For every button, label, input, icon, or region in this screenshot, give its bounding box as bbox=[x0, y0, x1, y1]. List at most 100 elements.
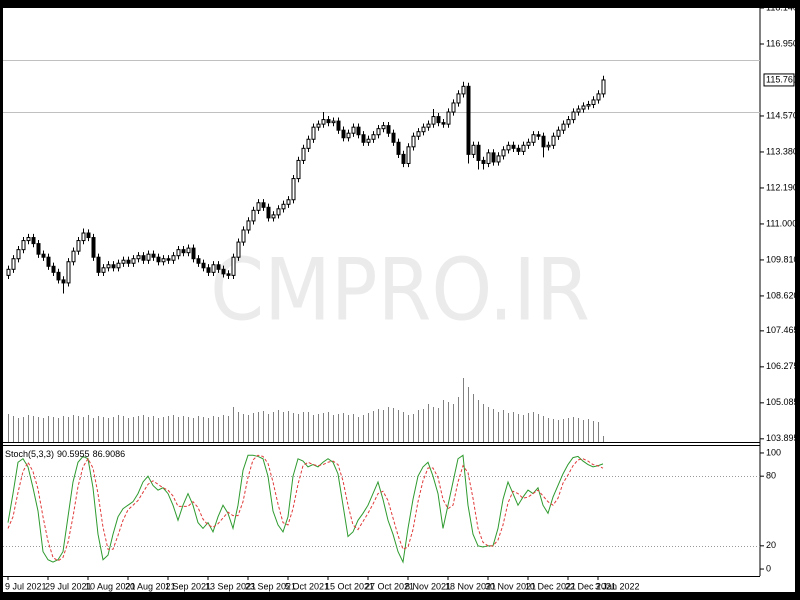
candle-body bbox=[126, 259, 131, 264]
candle-body bbox=[51, 265, 56, 273]
chart-area bbox=[3, 8, 795, 592]
candle-body bbox=[351, 126, 356, 134]
candle-body bbox=[471, 144, 476, 155]
x-tick-label: 1 Sep 2021 bbox=[165, 581, 211, 591]
candle-body bbox=[81, 232, 86, 242]
y-tick-label: 108.620 bbox=[766, 290, 799, 300]
y-tick-label: 103.895 bbox=[766, 433, 799, 443]
price-marker bbox=[763, 73, 795, 87]
y-tick-label: 105.085 bbox=[766, 397, 799, 407]
candle-body bbox=[106, 264, 111, 269]
candle-body bbox=[341, 129, 346, 139]
y-tick-label: 116.950 bbox=[766, 38, 798, 48]
candle-body bbox=[226, 273, 231, 276]
candle-body bbox=[396, 141, 401, 155]
y-tick-label: 113.380 bbox=[766, 146, 798, 156]
candle-body bbox=[61, 279, 66, 284]
candle-body bbox=[56, 271, 61, 281]
candle-body bbox=[401, 153, 406, 164]
candle-body bbox=[306, 138, 311, 149]
x-tick-label: 9 Jul 2021 bbox=[5, 581, 47, 591]
indicator-value: 90.5955 bbox=[57, 449, 90, 459]
candle-body bbox=[296, 159, 301, 180]
candle-body bbox=[461, 85, 466, 95]
candle-body bbox=[211, 264, 216, 273]
candle-body bbox=[196, 258, 201, 264]
candle-body bbox=[301, 147, 306, 161]
candle-body bbox=[136, 255, 141, 260]
candle-body bbox=[286, 199, 291, 205]
candle-body bbox=[271, 214, 276, 219]
candle-body bbox=[91, 237, 96, 258]
candle-body bbox=[426, 123, 431, 128]
indicator-name: Stoch(5,3,3) bbox=[5, 449, 54, 459]
candle-body bbox=[66, 261, 71, 284]
candle-body bbox=[76, 240, 81, 252]
candle-body bbox=[276, 208, 281, 216]
candle-body bbox=[591, 99, 596, 105]
stoch-line bbox=[7, 454, 604, 562]
y-tick-label: 114.570 bbox=[766, 110, 798, 120]
candle-body bbox=[436, 116, 441, 124]
candle-body bbox=[121, 259, 126, 264]
candle-body bbox=[521, 144, 526, 152]
candle-body bbox=[601, 79, 606, 95]
candle-body bbox=[516, 147, 521, 152]
x-tick-label: 18 Nov 2021 bbox=[445, 581, 496, 591]
candle-body bbox=[21, 240, 26, 251]
watermark: CMPRO.IR bbox=[210, 240, 590, 340]
candle-body bbox=[156, 256, 161, 263]
x-tick-label: 15 Oct 2021 bbox=[325, 581, 374, 591]
candle-body bbox=[486, 152, 491, 164]
x-tick-label: 30 Nov 2021 bbox=[485, 581, 536, 591]
y-tick-label: 111.000 bbox=[766, 218, 797, 228]
candle-body bbox=[576, 108, 581, 113]
y-tick-label: 0 bbox=[766, 563, 771, 573]
candle-body bbox=[181, 249, 186, 254]
candle-body bbox=[256, 202, 261, 211]
candle-body bbox=[511, 144, 516, 149]
candle-body bbox=[116, 262, 121, 269]
candle-body bbox=[581, 105, 586, 110]
candle-body bbox=[556, 129, 561, 137]
candle-body bbox=[496, 155, 501, 163]
y-tick-label: 107.465 bbox=[766, 325, 799, 335]
x-tick-label: 23 Sep 2021 bbox=[245, 581, 296, 591]
x-tick-label: 10 Dec 2021 bbox=[525, 581, 576, 591]
indicator-value: 86.9086 bbox=[93, 449, 126, 459]
candle-body bbox=[206, 267, 211, 273]
candle-body bbox=[551, 135, 556, 146]
candle-body bbox=[31, 237, 36, 245]
candle-body bbox=[151, 253, 156, 258]
candle-body bbox=[201, 262, 206, 269]
y-tick-label: 100 bbox=[766, 447, 781, 457]
candle-body bbox=[111, 264, 116, 269]
candle-body bbox=[546, 144, 551, 148]
candle-body bbox=[191, 247, 196, 260]
indicator-title: Stoch(5,3,3) 90.5955 86.9086 bbox=[5, 449, 125, 459]
candle-body bbox=[216, 264, 221, 270]
candle-body bbox=[346, 132, 351, 139]
candle-body bbox=[536, 134, 541, 137]
candle-body bbox=[466, 85, 471, 155]
candle-body bbox=[411, 135, 416, 148]
candle-body bbox=[566, 119, 571, 125]
x-tick-label: 27 Oct 2021 bbox=[365, 581, 414, 591]
candle-body bbox=[251, 209, 256, 222]
y-tick-label: 80 bbox=[766, 471, 776, 481]
candle-body bbox=[71, 250, 76, 263]
candle-body bbox=[421, 126, 426, 133]
candle-body bbox=[331, 120, 336, 124]
candle-body bbox=[291, 178, 296, 201]
candle-body bbox=[361, 134, 366, 143]
candle-body bbox=[456, 93, 461, 104]
y-tick-label: 106.275 bbox=[766, 361, 799, 371]
x-tick-label: 20 Aug 2021 bbox=[125, 581, 176, 591]
x-tick-label: 29 Jul 2021 bbox=[45, 581, 92, 591]
candle-body bbox=[441, 122, 446, 125]
candle-body bbox=[86, 232, 91, 239]
x-tick-label: 3 Jan 2022 bbox=[595, 581, 640, 591]
candle-body bbox=[321, 119, 326, 125]
candle-body bbox=[371, 134, 376, 140]
